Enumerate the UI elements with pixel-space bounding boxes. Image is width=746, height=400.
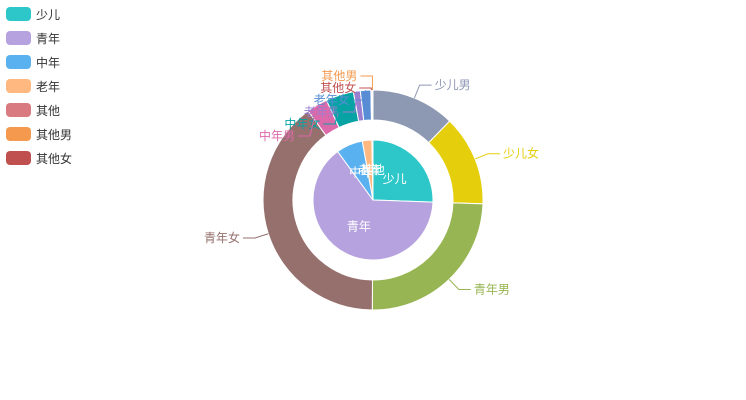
- outer-label-line: [297, 105, 318, 137]
- outer-label-line: [342, 91, 358, 113]
- legend-swatch: [6, 79, 31, 93]
- outer-slice-label: 其他女: [320, 80, 356, 95]
- inner-slice-label: 少儿: [383, 172, 407, 186]
- legend-swatch: [6, 55, 31, 69]
- legend-item[interactable]: 其他男: [6, 122, 72, 146]
- outer-label-line: [352, 90, 367, 101]
- outer-slice-label: 少儿男: [435, 78, 471, 92]
- outer-slice[interactable]: [371, 89, 374, 121]
- legend-label: 其他女: [36, 151, 73, 166]
- legend-item[interactable]: 青年: [6, 26, 72, 50]
- outer-slice-label: 老年女: [314, 92, 350, 107]
- outer-slice-label: 青年女: [204, 230, 240, 245]
- outer-slice-label: 其他男: [321, 69, 357, 83]
- legend-swatch: [6, 103, 31, 117]
- outer-slice-label: 老年男: [304, 105, 340, 119]
- legend-label: 中年: [36, 55, 61, 70]
- outer-slice[interactable]: [262, 110, 373, 311]
- legend-label: 其他: [36, 103, 61, 118]
- legend-label: 少儿: [36, 7, 61, 22]
- legend-label: 其他男: [36, 127, 73, 142]
- outer-label-line: [323, 95, 341, 125]
- legend-item[interactable]: 其他: [6, 98, 72, 122]
- outer-label-line: [360, 75, 373, 91]
- outer-label-line: [359, 87, 372, 91]
- outer-label-line: [242, 233, 269, 239]
- outer-ring: [262, 89, 484, 311]
- outer-label-line: [448, 279, 471, 290]
- outer-slice-label: 中年男: [259, 128, 295, 143]
- outer-slice-label: 青年男: [474, 282, 510, 296]
- outer-label-line: [413, 84, 432, 99]
- outer-slice-label: 中年女: [284, 116, 320, 131]
- inner-slice[interactable]: [371, 139, 374, 201]
- inner-slice-label: 青年: [347, 219, 371, 233]
- legend-swatch: [6, 31, 31, 45]
- inner-pie: [312, 139, 434, 261]
- outer-slice-label: 少儿女: [503, 146, 539, 161]
- inner-slice[interactable]: [372, 139, 434, 203]
- legend-label: 老年: [36, 79, 61, 94]
- legend-item[interactable]: 少儿: [6, 2, 72, 26]
- inner-slice-label: 其他: [361, 163, 385, 177]
- inner-slice-label: 老年: [358, 163, 382, 177]
- legend-swatch: [6, 7, 31, 21]
- legend-item[interactable]: 老年: [6, 74, 72, 98]
- legend-swatch: [6, 151, 31, 165]
- legend-item[interactable]: 中年: [6, 50, 72, 74]
- chart-legend: 少儿青年中年老年其他其他男其他女: [6, 2, 72, 170]
- outer-label-line: [474, 153, 501, 160]
- inner-slice[interactable]: [312, 150, 434, 261]
- legend-swatch: [6, 127, 31, 141]
- legend-item[interactable]: 其他女: [6, 146, 72, 170]
- legend-label: 青年: [36, 31, 61, 46]
- inner-slice-label: 中年: [349, 164, 373, 179]
